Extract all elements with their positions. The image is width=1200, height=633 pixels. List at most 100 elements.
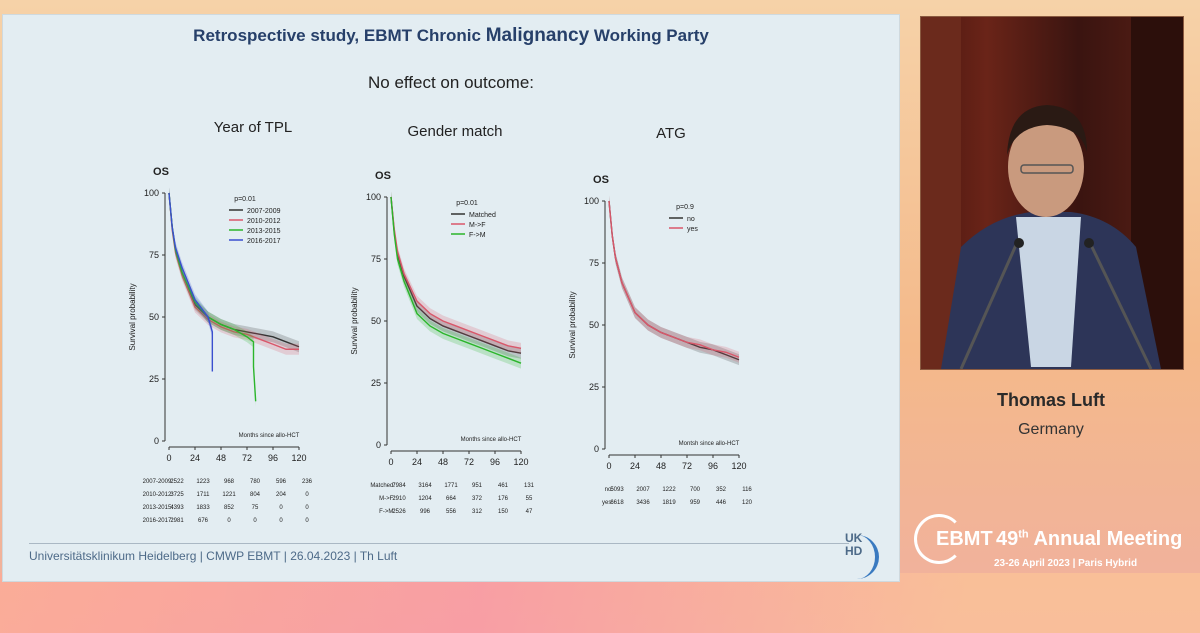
chart-year-of-tpl: OS 0 25 50 75 100 0 24 48 72 96 120 Survival probabi…	[128, 166, 313, 524]
risk-table-value: 2910	[392, 496, 406, 502]
risk-table-value: 236	[302, 479, 313, 485]
risk-table-value: 1819	[662, 500, 676, 506]
y-tick-label: 100	[366, 192, 381, 202]
x-tick-label: 48	[216, 453, 226, 463]
slide-subtitle: No effect on outcome:	[367, 73, 534, 92]
speaker-video	[920, 16, 1184, 370]
x-tick-label: 96	[490, 457, 500, 467]
risk-table-value: 0	[305, 492, 309, 498]
risk-table-value: 7984	[392, 483, 406, 489]
risk-table-value: 75	[252, 505, 259, 511]
risk-table-label: yes:	[602, 500, 613, 506]
x-axis-label: Montsh since allo-HCT	[679, 441, 740, 447]
risk-table-value: 131	[524, 483, 535, 489]
y-tick-label: 0	[154, 436, 159, 446]
risk-table-label: 2013-2015:	[143, 505, 174, 511]
risk-table-value: 5093	[610, 487, 624, 493]
y-tick-label: 50	[149, 312, 159, 322]
ukhd-logo-arc	[845, 535, 879, 579]
series-line	[168, 192, 214, 372]
risk-table-value: 4393	[170, 505, 184, 511]
legend-label: no	[687, 216, 695, 223]
x-tick-label: 24	[412, 457, 422, 467]
risk-table-value: 446	[716, 500, 727, 506]
risk-table-value: 6618	[610, 500, 624, 506]
risk-table-value: 0	[279, 518, 283, 524]
x-tick-label: 24	[630, 461, 640, 471]
y-tick-label: 100	[144, 188, 159, 198]
legend-label: 2016-2017	[247, 238, 281, 245]
x-tick-label: 72	[464, 457, 474, 467]
presentation-slide: Retrospective study, EBMT Chronic Malign…	[2, 14, 900, 582]
x-axis-label: Months since allo-HCT	[239, 433, 300, 439]
risk-table-value: 1221	[222, 492, 236, 498]
risk-table-value: 804	[250, 492, 261, 498]
legend-label: yes	[687, 226, 698, 233]
risk-table-value: 0	[305, 505, 309, 511]
legend-label: 2010-2012	[247, 218, 281, 225]
risk-table-value: 951	[472, 483, 483, 489]
x-tick-label: 72	[682, 461, 692, 471]
x-tick-label: 0	[606, 461, 611, 471]
p-value: p=0.01	[456, 200, 478, 207]
risk-table-value: 1833	[196, 505, 210, 511]
legend-label: M->F	[469, 222, 486, 229]
chart-gender-match: OS 0 25 50 75 100 0 24 48 72 96 120 Survival probabi…	[350, 170, 535, 515]
chart-title-gender-match: Gender match	[407, 123, 503, 140]
y-tick-label: 75	[371, 254, 381, 264]
risk-table-value: 664	[446, 496, 457, 502]
risk-table-value: 116	[742, 487, 752, 493]
risk-table-value: 3725	[170, 492, 184, 498]
risk-table-value: 996	[420, 509, 431, 515]
x-tick-label: 120	[731, 461, 746, 471]
x-axis-label: Months since allo-HCT	[461, 437, 522, 443]
risk-table-label: Matched:	[370, 483, 395, 489]
speaker-photo	[921, 17, 1183, 369]
risk-table-value: 0	[227, 518, 231, 524]
x-tick-label: 96	[268, 453, 278, 463]
y-tick-label: 25	[149, 374, 159, 384]
risk-table-value: 959	[690, 500, 701, 506]
risk-table-value: 461	[498, 483, 509, 489]
y-axis-label: Survival probability	[128, 283, 137, 350]
x-tick-label: 120	[513, 457, 528, 467]
y-tick-label: 75	[149, 250, 159, 260]
risk-table-value: 596	[276, 479, 287, 485]
risk-table-value: 2981	[170, 518, 184, 524]
slide-footer: Universitätsklinikum Heidelberg | CMWP E…	[29, 549, 398, 563]
ebmt-banner: EBMT 49th Annual Meeting 23-26 April 202…	[906, 510, 1192, 580]
risk-table-value: 780	[250, 479, 261, 485]
confidence-band	[391, 191, 521, 369]
y-tick-label: 25	[371, 378, 381, 388]
y-tick-label: 0	[376, 440, 381, 450]
y-tick-label: 100	[584, 196, 599, 206]
legend-label: 2007-2009	[247, 208, 281, 215]
background-stripe	[0, 573, 1200, 633]
risk-table-value: 2007	[636, 487, 650, 493]
risk-table-value: 1222	[662, 487, 676, 493]
risk-table-value: 312	[472, 509, 483, 515]
legend-label: F->M	[469, 232, 486, 239]
risk-table-value: 0	[253, 518, 257, 524]
risk-table-label: M->F:	[379, 496, 395, 502]
risk-table-value: 3164	[418, 483, 432, 489]
series-line	[390, 196, 522, 364]
series-line	[168, 192, 300, 348]
ebmt-brand: EBMT	[936, 528, 993, 550]
x-tick-label: 0	[166, 453, 171, 463]
risk-table-value: 1204	[418, 496, 432, 502]
ebmt-meeting-title: 49th Annual Meeting	[996, 528, 1183, 550]
risk-table-value: 700	[690, 487, 701, 493]
confidence-band	[609, 195, 739, 363]
footer-divider	[29, 543, 849, 544]
risk-table-value: 2526	[392, 509, 406, 515]
speaker-name: Thomas Luft	[997, 390, 1105, 410]
x-tick-label: 48	[656, 461, 666, 471]
chart-title-atg: ATG	[656, 125, 686, 142]
panel-label: OS	[593, 174, 609, 186]
risk-table-label: 2016-2017:	[143, 518, 174, 524]
p-value: p=0.01	[234, 196, 256, 203]
x-tick-label: 96	[708, 461, 718, 471]
risk-table-value: 3436	[636, 500, 650, 506]
risk-table-value: 47	[526, 509, 533, 515]
